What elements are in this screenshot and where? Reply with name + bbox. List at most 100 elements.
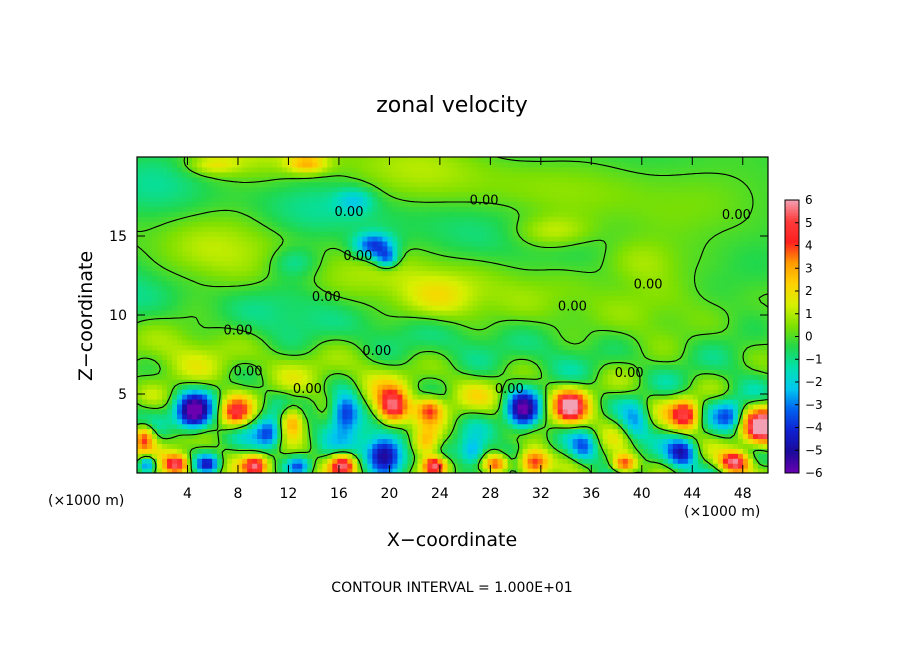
heatmap-cell bbox=[472, 280, 479, 286]
heatmap-cell bbox=[337, 275, 343, 282]
heatmap-cell bbox=[177, 285, 183, 291]
heatmap-cell bbox=[667, 423, 674, 430]
heatmap-cell bbox=[662, 344, 669, 351]
heatmap-cell bbox=[402, 300, 409, 306]
heatmap-cell bbox=[387, 379, 394, 385]
heatmap-cell bbox=[487, 354, 494, 361]
heatmap-cell bbox=[587, 364, 594, 370]
heatmap-cell bbox=[387, 458, 394, 464]
heatmap-cell bbox=[697, 364, 704, 370]
heatmap-cell bbox=[332, 398, 338, 405]
heatmap-cell bbox=[742, 458, 749, 464]
heatmap-cell bbox=[247, 344, 253, 351]
heatmap-cell bbox=[592, 468, 599, 473]
heatmap-cell bbox=[567, 280, 574, 286]
heatmap-cell bbox=[497, 334, 504, 341]
heatmap-cell bbox=[692, 408, 699, 415]
heatmap-cell bbox=[762, 458, 768, 464]
heatmap-cell bbox=[412, 305, 419, 311]
heatmap-cell bbox=[152, 408, 158, 415]
heatmap-cell bbox=[487, 344, 494, 351]
heatmap-cell bbox=[237, 319, 243, 326]
heatmap-cell bbox=[182, 369, 188, 375]
heatmap-cell bbox=[472, 394, 479, 400]
heatmap-cell bbox=[217, 280, 223, 286]
heatmap-cell bbox=[422, 379, 429, 385]
heatmap-cell bbox=[242, 310, 248, 316]
heatmap-cell bbox=[622, 428, 629, 435]
heatmap-cell bbox=[477, 433, 484, 440]
heatmap-cell bbox=[547, 295, 554, 301]
heatmap-cell bbox=[682, 310, 689, 316]
heatmap-cell bbox=[572, 403, 579, 410]
heatmap-cell bbox=[737, 443, 744, 449]
heatmap-cell bbox=[367, 394, 373, 400]
heatmap-cell bbox=[612, 324, 619, 331]
heatmap-cell bbox=[307, 384, 313, 390]
heatmap-cell bbox=[667, 394, 674, 400]
heatmap-cell bbox=[157, 408, 163, 415]
heatmap-cell bbox=[342, 423, 348, 430]
heatmap-cell bbox=[202, 315, 208, 321]
heatmap-cell bbox=[282, 295, 288, 301]
heatmap-cell bbox=[752, 300, 759, 306]
heatmap-cell bbox=[577, 369, 584, 375]
heatmap-cell bbox=[457, 275, 464, 282]
heatmap-cell bbox=[292, 310, 298, 316]
heatmap-cell bbox=[462, 423, 469, 430]
heatmap-cell bbox=[757, 290, 764, 296]
heatmap-cell bbox=[367, 349, 373, 356]
heatmap-cell bbox=[442, 453, 449, 459]
heatmap-cell bbox=[637, 463, 644, 469]
heatmap-cell bbox=[397, 275, 404, 282]
heatmap-cell bbox=[682, 300, 689, 306]
heatmap-cell bbox=[707, 339, 714, 346]
heatmap-cell bbox=[637, 290, 644, 296]
heatmap-cell bbox=[567, 369, 574, 375]
heatmap-cell bbox=[292, 354, 298, 361]
heatmap-cell bbox=[287, 438, 293, 444]
heatmap-cell bbox=[387, 295, 394, 301]
heatmap-cell bbox=[157, 275, 163, 282]
heatmap-cell bbox=[637, 310, 644, 316]
heatmap-cell bbox=[452, 458, 459, 464]
heatmap-cell bbox=[487, 324, 494, 331]
heatmap-cell bbox=[582, 315, 589, 321]
heatmap-cell bbox=[282, 438, 288, 444]
heatmap-cell bbox=[692, 433, 699, 440]
heatmap-cell bbox=[522, 354, 529, 361]
heatmap-cell bbox=[622, 453, 629, 459]
heatmap-cell bbox=[137, 334, 143, 341]
heatmap-cell bbox=[462, 305, 469, 311]
heatmap-cell bbox=[592, 359, 599, 365]
heatmap-cell bbox=[307, 443, 313, 449]
heatmap-cell bbox=[182, 334, 188, 341]
heatmap-cell bbox=[327, 398, 333, 405]
heatmap-cell bbox=[687, 458, 694, 464]
heatmap-cell bbox=[292, 408, 298, 415]
heatmap-cell bbox=[212, 364, 218, 370]
heatmap-cell bbox=[612, 339, 619, 346]
heatmap-cell bbox=[487, 384, 494, 390]
heatmap-cell bbox=[232, 275, 238, 282]
heatmap-cell bbox=[327, 438, 333, 444]
heatmap-cell bbox=[672, 310, 679, 316]
heatmap-cell bbox=[597, 339, 604, 346]
heatmap-cell bbox=[517, 428, 524, 435]
heatmap-cell bbox=[152, 315, 158, 321]
heatmap-cell bbox=[657, 443, 664, 449]
heatmap-cell bbox=[197, 339, 203, 346]
heatmap-cell bbox=[287, 443, 293, 449]
heatmap-cell bbox=[147, 413, 153, 420]
heatmap-cell bbox=[572, 339, 579, 346]
heatmap-cell bbox=[402, 428, 409, 435]
heatmap-cell bbox=[337, 364, 343, 370]
heatmap-cell bbox=[482, 389, 489, 395]
heatmap-cell bbox=[577, 408, 584, 415]
heatmap-cell bbox=[377, 438, 383, 444]
heatmap-cell bbox=[447, 463, 454, 469]
heatmap-cell bbox=[407, 334, 414, 341]
heatmap-cell bbox=[492, 349, 499, 356]
heatmap-cell bbox=[292, 394, 298, 400]
heatmap-cell bbox=[592, 369, 599, 375]
